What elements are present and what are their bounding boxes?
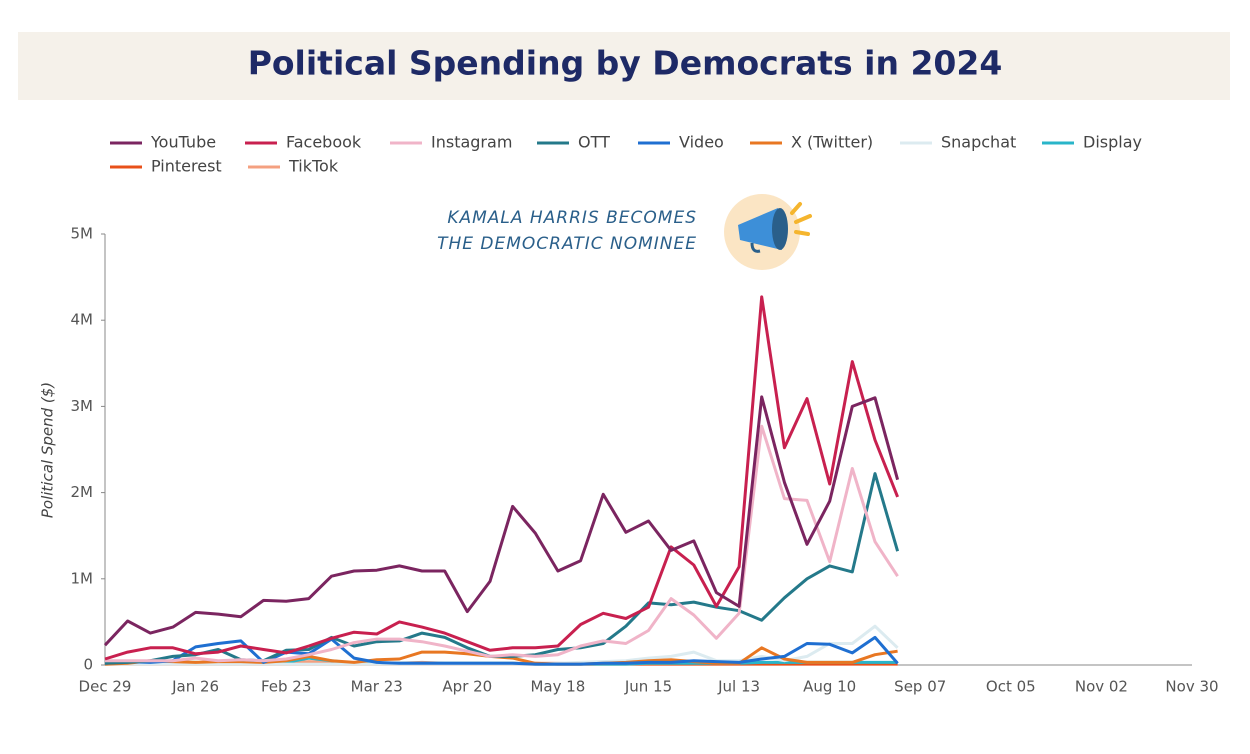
annotation: THE DEMOCRATIC NOMINEE	[437, 234, 697, 254]
x-tick-label: Nov 30	[1165, 678, 1218, 696]
series-line	[104, 472, 900, 665]
y-tick-label: 2M	[71, 483, 94, 501]
x-tick-label: Nov 02	[1075, 678, 1128, 696]
y-tick-label: 5M	[71, 225, 94, 243]
x-tick-label: Apr 20	[442, 678, 492, 696]
y-tick-label: 1M	[71, 569, 94, 587]
x-tick-label: Jun 15	[624, 678, 672, 696]
x-tick-label: Jan 26	[171, 678, 219, 696]
y-tick-label: 4M	[71, 311, 94, 329]
x-tick-label: Jul 13	[717, 678, 760, 696]
x-tick-label: Dec 29	[79, 678, 132, 696]
series-line	[103, 395, 900, 647]
x-tick-label: Sep 07	[894, 678, 946, 696]
legend-label: YouTube	[150, 133, 216, 152]
x-tick-label: Oct 05	[986, 678, 1036, 696]
legend-label: Pinterest	[151, 157, 222, 176]
legend-label: Display	[1083, 133, 1142, 152]
x-tick-label: May 18	[530, 678, 585, 696]
megaphone-icon	[724, 194, 812, 270]
chart-title: Political Spending by Democrats in 2024	[248, 44, 1003, 83]
annotation: KAMALA HARRIS BECOMES	[447, 208, 697, 228]
y-tick-label: 3M	[71, 397, 94, 415]
x-tick-label: Mar 23	[351, 678, 403, 696]
x-tick-label: Feb 23	[261, 678, 311, 696]
legend-label: Video	[679, 133, 724, 152]
legend-label: OTT	[578, 133, 610, 152]
legend-label: X (Twitter)	[791, 133, 873, 152]
series-line	[105, 424, 899, 663]
legend-label: Facebook	[286, 133, 362, 152]
legend-label: TikTok	[288, 157, 339, 176]
legend-label: Snapchat	[941, 133, 1016, 152]
title-band	[18, 32, 1230, 100]
series-line	[104, 635, 899, 666]
y-tick-label: 0	[83, 656, 93, 674]
legend-label: Instagram	[431, 133, 512, 152]
y-axis-label: Political Spend ($)	[39, 382, 57, 518]
series-line	[104, 295, 899, 661]
x-tick-label: Aug 10	[803, 678, 856, 696]
